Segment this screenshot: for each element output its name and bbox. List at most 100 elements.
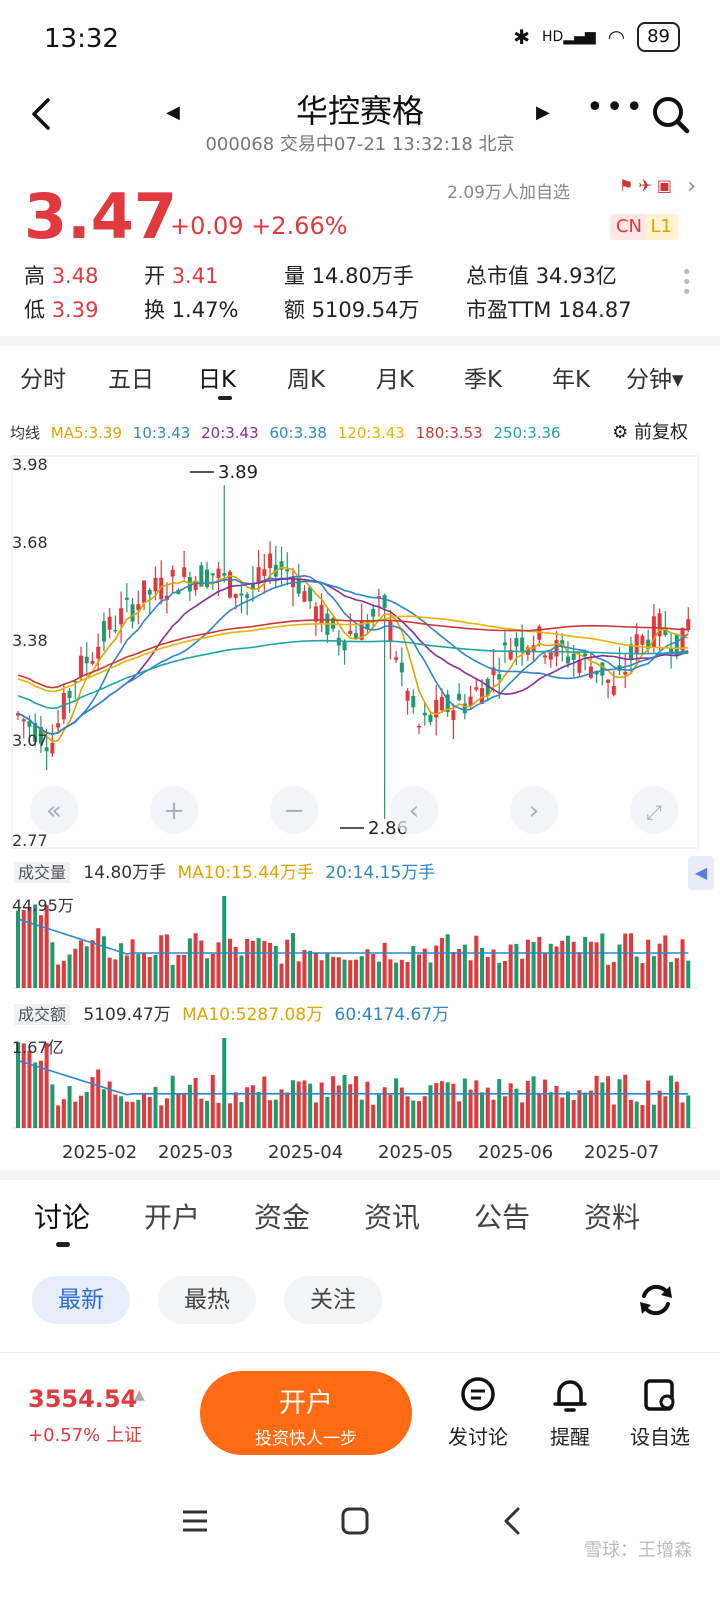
status-time: 13:32 xyxy=(44,24,119,54)
amount-bar xyxy=(497,1079,502,1128)
candle-body xyxy=(543,655,548,658)
volume-legend: 成交量 14.80万手 MA10:15.44万手 20:14.15万手 xyxy=(14,858,435,883)
filter-latest[interactable]: 最新 xyxy=(32,1276,130,1324)
ma20-value: 20:3.43 xyxy=(201,424,259,442)
amount-bars xyxy=(12,1038,698,1129)
volume-bar xyxy=(371,954,376,988)
kline-chart[interactable]: 3.98 3.68 3.38 3.07 2.77 3.89 2.86 « + −… xyxy=(0,448,720,1138)
zoom-in-button[interactable] xyxy=(150,786,198,834)
fullscreen-button[interactable] xyxy=(630,786,678,834)
zoom-out-button[interactable] xyxy=(270,786,318,834)
volume-bar xyxy=(67,954,72,988)
amount-bar xyxy=(336,1085,341,1128)
prev-stock-icon[interactable]: ◀ xyxy=(166,102,180,123)
candle-body xyxy=(571,653,576,660)
alert-button[interactable]: 提醒 xyxy=(530,1375,610,1450)
next-stock-icon[interactable]: ▶ xyxy=(536,102,550,123)
kebab-icon[interactable]: • • • xyxy=(681,262,692,303)
volume-bar xyxy=(199,940,204,988)
y-label: 3.98 xyxy=(12,455,48,474)
volume-bar xyxy=(480,947,485,988)
scroll-right-button[interactable] xyxy=(510,786,558,834)
tab-discussion[interactable]: 讨论 xyxy=(34,1201,91,1234)
volume-bar xyxy=(21,909,26,988)
y-label: 3.38 xyxy=(12,631,48,650)
scroll-left-fast-button[interactable] xyxy=(30,786,78,834)
stat-pe: 市盈TTM 184.87 xyxy=(466,298,632,322)
volume-bar xyxy=(250,940,255,988)
candle-body xyxy=(193,580,198,590)
candle-body xyxy=(417,725,422,728)
tab-weekly-k[interactable]: 周K xyxy=(287,367,326,393)
scroll-left-button[interactable] xyxy=(390,786,438,834)
candle-body xyxy=(577,660,582,673)
rewind-icon: « xyxy=(46,796,62,826)
tab-announcements[interactable]: 公告 xyxy=(474,1201,531,1234)
adjust-toggle[interactable]: ⚙ 前复权 xyxy=(612,422,688,443)
period-tabs: 分时 五日 日K 周K 月K 季K 年K 分钟▾ xyxy=(0,350,720,406)
amount-bar xyxy=(434,1083,439,1128)
tab-five-day[interactable]: 五日 xyxy=(108,367,154,393)
refresh-icon[interactable] xyxy=(636,1280,676,1320)
amount-bar xyxy=(388,1094,393,1128)
search-icon[interactable] xyxy=(650,94,690,134)
x-label: 2025-06 xyxy=(478,1142,554,1163)
tab-daily-k[interactable]: 日K xyxy=(198,367,237,393)
candle-body xyxy=(382,595,387,608)
tab-funds[interactable]: 资金 xyxy=(254,1201,311,1234)
amount-bar xyxy=(38,1060,43,1128)
amount-bar xyxy=(84,1091,89,1128)
menu-icon[interactable] xyxy=(180,1506,210,1536)
tab-open-account[interactable]: 开户 xyxy=(144,1201,201,1234)
tab-profile[interactable]: 资料 xyxy=(584,1201,641,1234)
chevron-right-icon[interactable]: › xyxy=(687,174,696,199)
amount-label: 成交额 xyxy=(14,1004,71,1025)
amount-bar xyxy=(262,1076,267,1128)
amount-bar xyxy=(394,1078,399,1128)
add-watchlist-button[interactable]: 设自选 xyxy=(620,1375,700,1450)
more-icon[interactable]: ••• xyxy=(586,90,646,125)
collapse-side-button[interactable]: ◀ xyxy=(688,856,714,890)
minus-icon: − xyxy=(283,796,305,826)
amount-bar xyxy=(61,1099,66,1128)
filter-following[interactable]: 关注 xyxy=(284,1276,382,1324)
amount-ma10: MA10:5287.08万 xyxy=(182,1005,324,1025)
tab-yearly-k[interactable]: 年K xyxy=(552,367,591,393)
price-grid-frame xyxy=(11,455,699,849)
volume-bar xyxy=(159,935,164,988)
amount-bar xyxy=(674,1081,679,1128)
volume-bar xyxy=(474,935,479,988)
open-account-button[interactable]: 开户 投资快人一步 xyxy=(200,1371,412,1455)
volume-bar xyxy=(119,943,124,988)
tab-news[interactable]: 资讯 xyxy=(364,1201,421,1234)
tab-intraday[interactable]: 分时 xyxy=(20,367,66,393)
volume-bar xyxy=(113,959,118,988)
index-value[interactable]: 3554.54 xyxy=(28,1385,138,1413)
amount-bar xyxy=(485,1087,490,1128)
watchers-count[interactable]: 2.09万人加自选 xyxy=(447,183,570,203)
home-icon[interactable] xyxy=(340,1506,370,1536)
stat-amount: 额 5109.54万 xyxy=(284,298,420,322)
volume-bar xyxy=(56,964,61,988)
candle-body xyxy=(107,616,112,630)
amount-bar xyxy=(67,1085,72,1128)
tab-quarterly-k[interactable]: 季K xyxy=(464,367,503,393)
post-discussion-button[interactable]: 发讨论 xyxy=(438,1375,518,1450)
nav-back-icon[interactable] xyxy=(498,1506,528,1536)
settings-icon: ⚙ xyxy=(612,422,629,443)
amount-bar xyxy=(353,1076,359,1128)
volume-ma10: MA10:15.44万手 xyxy=(177,863,314,883)
candle-body xyxy=(348,630,353,634)
bottom-bar: 3554.54 ▲ +0.57% 上证 开户 投资快人一步 发讨论 提醒 设自选 xyxy=(0,1352,720,1473)
tab-minute[interactable]: 分钟▾ xyxy=(626,367,684,393)
filter-hottest[interactable]: 最热 xyxy=(158,1276,256,1324)
volume-current: 14.80万手 xyxy=(83,863,167,883)
volume-bar xyxy=(61,960,66,988)
amount-bar xyxy=(548,1092,553,1128)
volume-bar xyxy=(33,904,38,988)
amount-bar xyxy=(634,1101,639,1128)
volume-bar xyxy=(50,942,55,988)
amount-bar xyxy=(560,1097,565,1128)
tab-monthly-k[interactable]: 月K xyxy=(376,367,415,393)
back-icon[interactable] xyxy=(22,94,62,134)
